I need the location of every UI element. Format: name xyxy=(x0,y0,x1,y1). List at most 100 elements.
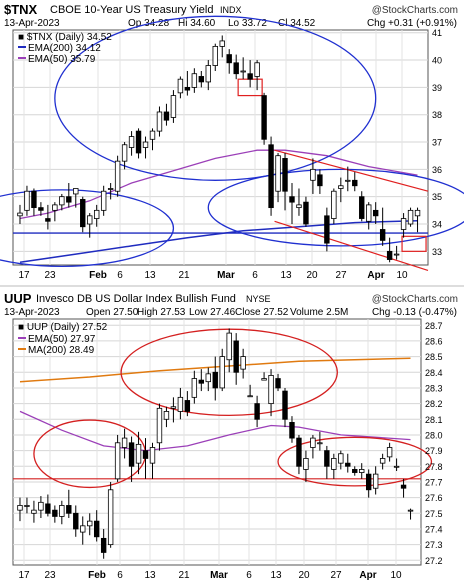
uup-x-axis: 17 23 Feb 6 13 21 Mar 6 13 20 27 Apr 10 xyxy=(18,570,402,581)
uup-bar-body xyxy=(289,422,295,439)
tnx-highlight-ellipse xyxy=(207,168,464,247)
uup-x-tick-label: Feb xyxy=(88,570,106,580)
tnx-bar-body xyxy=(282,158,288,192)
tnx-ohlc-bars xyxy=(17,35,421,263)
uup-bar-body xyxy=(296,437,302,467)
uup-y-axis: 27.2 27.3 27.4 27.5 27.6 27.7 27.8 27.9 28.0 28.1… xyxy=(425,321,443,566)
uup-bar-body xyxy=(324,450,330,467)
uup-quote-change: Chg -0.13 (-0.47%) xyxy=(372,307,457,318)
uup-bar-body xyxy=(317,442,323,445)
tnx-bar-body xyxy=(407,209,414,225)
uup-ohlc-bar xyxy=(66,489,72,518)
tnx-bar-body xyxy=(107,188,114,190)
tnx-exchange: INDX xyxy=(220,5,242,15)
tnx-bar-body xyxy=(379,229,386,241)
tnx-bar-body xyxy=(247,73,253,80)
uup-bar-body xyxy=(17,505,23,511)
tnx-channel-upper-line xyxy=(274,149,429,192)
tnx-bar-body xyxy=(331,190,337,219)
uup-bar-body xyxy=(184,400,191,412)
tnx-ticker: $TNX xyxy=(4,2,38,17)
tnx-ohlc-bar xyxy=(31,188,37,216)
uup-legend-ma200: MA(200) 28.49 xyxy=(28,345,95,356)
uup-ohlc-bar xyxy=(359,463,365,479)
tnx-ohlc-bar xyxy=(114,155,121,197)
tnx-ohlc-bar xyxy=(87,213,93,238)
uup-x-tick-label: Mar xyxy=(210,570,228,580)
tnx-bar-body xyxy=(261,95,267,140)
uup-bar-body xyxy=(240,356,246,370)
tnx-ohlc-bar xyxy=(149,128,156,151)
uup-bar-body xyxy=(31,509,37,514)
tnx-bar-body xyxy=(233,62,239,75)
tnx-ohlc-bar xyxy=(331,188,337,225)
uup-x-tick-label: 6 xyxy=(117,570,123,580)
uup-bar-body xyxy=(114,442,121,480)
uup-y-tick-label: 28.0 xyxy=(425,430,443,440)
uup-ohlc-bar xyxy=(52,505,58,523)
tnx-ohlc-bar xyxy=(38,202,44,216)
uup-bar-body xyxy=(121,437,128,448)
uup-bar-body xyxy=(275,378,281,389)
uup-ohlc-bar xyxy=(100,528,107,559)
uup-y-tick-label: 28.7 xyxy=(425,321,443,331)
uup-ohlc-bar xyxy=(170,397,177,423)
uup-ohlc-bar xyxy=(345,453,351,473)
uup-bar-body xyxy=(268,375,274,405)
uup-bar-body xyxy=(191,378,198,398)
uup-bar-body xyxy=(142,450,149,459)
uup-bar-body xyxy=(407,509,414,512)
uup-ohlc-bar xyxy=(282,387,288,428)
tnx-x-tick-label: 6 xyxy=(117,270,123,281)
uup-ohlc-bar xyxy=(240,348,246,379)
tnx-ohlc-bar xyxy=(52,202,58,222)
uup-x-tick-label: 13 xyxy=(270,570,282,580)
tnx-ohlc-bar xyxy=(289,183,295,225)
tnx-bar-body xyxy=(275,155,281,192)
uup-ohlc-bar xyxy=(212,356,218,401)
tnx-ohlc-bar xyxy=(184,70,191,96)
tnx-title: CBOE 10-Year US Treasury Yield xyxy=(50,4,213,16)
uup-bar-body xyxy=(80,525,86,533)
tnx-ohlc-bar xyxy=(345,166,351,192)
uup-bar-body xyxy=(365,473,372,491)
tnx-bar-body xyxy=(184,86,191,91)
tnx-ohlc-bar xyxy=(80,196,86,233)
uup-ohlc-bar xyxy=(205,367,211,392)
uup-bar-body xyxy=(261,378,267,381)
tnx-quote-change: Chg +0.31 (+0.91%) xyxy=(367,18,457,29)
tnx-bar-body xyxy=(310,168,316,181)
tnx-x-tick-label: 17 xyxy=(18,270,30,281)
uup-y-tick-label: 27.3 xyxy=(425,540,443,550)
tnx-ohlc-bar xyxy=(282,152,288,211)
tnx-y-axis: 33 34 35 36 37 38 39 40 41 xyxy=(432,28,442,257)
tnx-x-tick-label: 23 xyxy=(44,270,56,281)
uup-ohlc-bar xyxy=(121,428,128,459)
uup-bar-body xyxy=(198,379,205,384)
tnx-bar-body xyxy=(24,190,30,211)
uup-y-tick-label: 28.2 xyxy=(425,399,443,409)
tnx-bar-body xyxy=(296,204,302,209)
uup-x-tick-label: 27 xyxy=(330,570,342,580)
tnx-ohlc-bar xyxy=(296,188,302,216)
tnx-ohlc-bar xyxy=(240,57,246,80)
uup-bar-body xyxy=(170,406,177,409)
tnx-x-tick-label: Apr xyxy=(367,270,384,281)
tnx-plot-frame xyxy=(12,29,429,266)
tnx-legend-ema200: EMA(200) 34.12 xyxy=(28,43,101,54)
tnx-x-tick-label: 13 xyxy=(144,270,156,281)
tnx-ohlc-bar xyxy=(66,183,72,208)
tnx-ohlc-bar xyxy=(324,207,330,252)
tnx-bar-body xyxy=(359,196,365,219)
uup-ohlc-bar xyxy=(407,508,414,520)
tnx-bar-body xyxy=(31,190,37,209)
tnx-x-tick-label: 13 xyxy=(280,270,292,281)
tnx-annotation-box xyxy=(401,235,427,252)
uup-ohlc-bar xyxy=(365,469,372,498)
tnx-bar-body xyxy=(156,111,163,132)
tnx-x-tick-label: 6 xyxy=(252,270,258,281)
uup-exchange: NYSE xyxy=(246,294,271,304)
uup-bar-body xyxy=(205,373,211,383)
uup-ohlc-bar xyxy=(247,384,253,398)
tnx-ema200-line xyxy=(19,219,418,264)
